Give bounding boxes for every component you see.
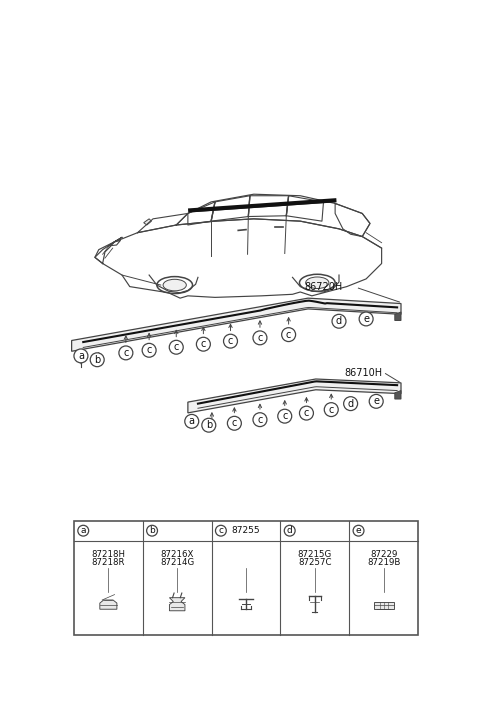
Text: c: c <box>282 411 288 421</box>
Polygon shape <box>188 379 401 413</box>
Circle shape <box>90 353 104 366</box>
Text: d: d <box>336 316 342 326</box>
Polygon shape <box>144 219 152 225</box>
Circle shape <box>332 315 346 328</box>
Circle shape <box>228 416 241 430</box>
Circle shape <box>78 526 89 536</box>
Text: b: b <box>205 420 212 430</box>
Text: c: c <box>123 348 129 358</box>
Text: b: b <box>149 526 155 535</box>
Text: a: a <box>189 416 195 426</box>
Polygon shape <box>169 598 185 611</box>
Text: c: c <box>201 339 206 349</box>
Text: d: d <box>348 399 354 409</box>
Polygon shape <box>395 390 401 399</box>
Circle shape <box>353 526 364 536</box>
Circle shape <box>369 395 383 408</box>
Polygon shape <box>72 298 401 351</box>
Text: d: d <box>287 526 293 535</box>
Text: c: c <box>218 526 223 535</box>
Polygon shape <box>100 600 117 609</box>
Circle shape <box>324 402 338 417</box>
Circle shape <box>359 312 373 326</box>
Text: 87216X: 87216X <box>160 550 194 559</box>
Text: e: e <box>363 314 369 324</box>
Text: 87229: 87229 <box>370 550 397 559</box>
Circle shape <box>253 331 267 345</box>
Circle shape <box>253 413 267 426</box>
Text: 87215G: 87215G <box>298 550 332 559</box>
Text: b: b <box>94 355 100 365</box>
Text: e: e <box>373 396 379 406</box>
Text: 86710H: 86710H <box>345 368 383 378</box>
Text: 86720H: 86720H <box>304 282 343 292</box>
Ellipse shape <box>163 279 186 291</box>
Circle shape <box>196 337 210 351</box>
Text: c: c <box>232 418 237 428</box>
Circle shape <box>300 406 313 420</box>
Text: 87255: 87255 <box>232 526 260 535</box>
Circle shape <box>147 526 157 536</box>
Text: a: a <box>81 526 86 535</box>
Circle shape <box>216 526 226 536</box>
Circle shape <box>282 328 296 341</box>
Text: 87219B: 87219B <box>367 559 400 567</box>
Circle shape <box>284 526 295 536</box>
Polygon shape <box>395 312 401 320</box>
Text: c: c <box>228 336 233 346</box>
Text: a: a <box>78 351 84 361</box>
Circle shape <box>224 334 238 348</box>
Text: c: c <box>257 415 263 425</box>
Circle shape <box>169 341 183 354</box>
Circle shape <box>185 415 199 428</box>
Circle shape <box>142 343 156 357</box>
Text: c: c <box>257 333 263 343</box>
Text: c: c <box>286 330 291 340</box>
Text: c: c <box>304 408 309 418</box>
Circle shape <box>344 397 358 410</box>
Text: 87218H: 87218H <box>91 550 125 559</box>
Circle shape <box>74 349 88 363</box>
Circle shape <box>278 409 292 423</box>
Text: c: c <box>174 342 179 352</box>
Circle shape <box>119 346 133 360</box>
Text: 87218R: 87218R <box>92 559 125 567</box>
Bar <box>373 601 394 609</box>
Text: 87257C: 87257C <box>298 559 332 567</box>
Text: e: e <box>356 526 361 535</box>
Text: c: c <box>329 405 334 415</box>
Bar <box>74 521 418 634</box>
Ellipse shape <box>306 277 329 289</box>
Text: c: c <box>146 346 152 355</box>
Circle shape <box>202 418 216 432</box>
Text: 87214G: 87214G <box>160 559 194 567</box>
